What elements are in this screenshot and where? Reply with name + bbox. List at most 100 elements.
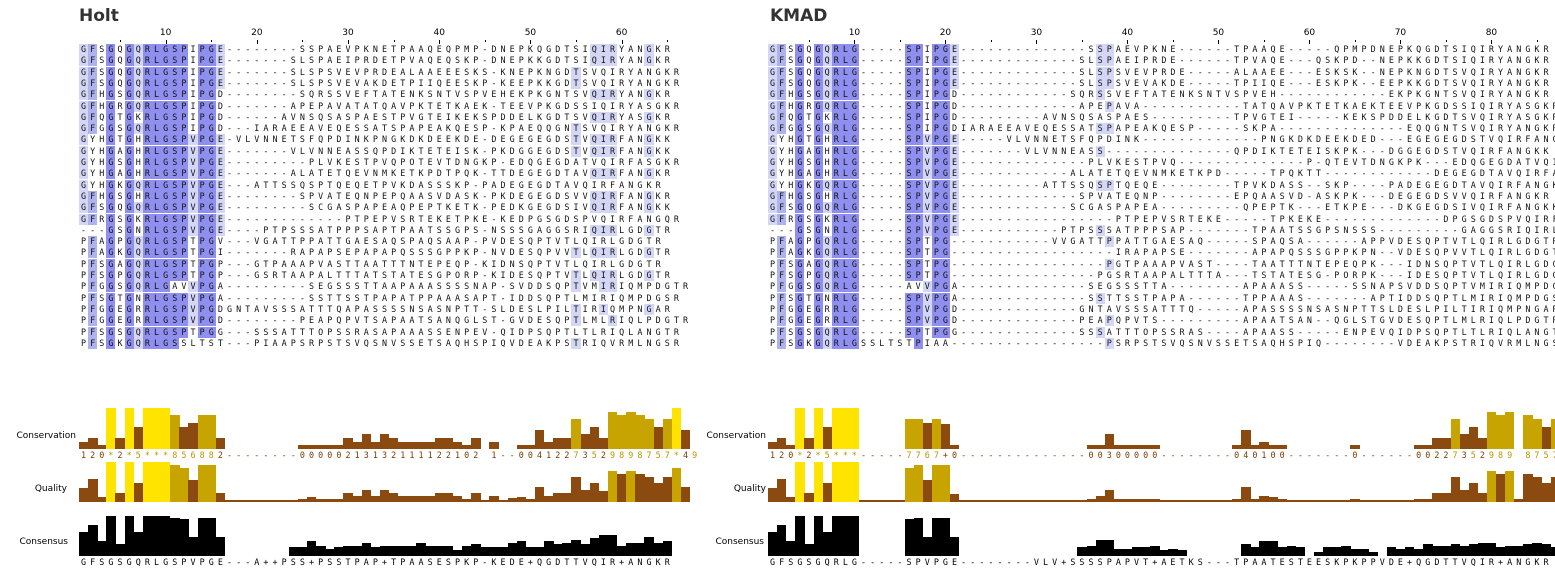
residue: V <box>354 337 360 348</box>
conservation-score: - <box>879 450 885 460</box>
residue: E <box>445 77 451 88</box>
quality-bar <box>644 477 654 502</box>
consensus-bar <box>1395 548 1406 556</box>
residue: T <box>391 89 397 100</box>
residue: P <box>509 123 515 134</box>
conservation-score: * <box>108 450 114 460</box>
conservation-score: 3 <box>582 450 588 460</box>
residue: A <box>400 270 406 280</box>
consensus-bar <box>786 541 796 556</box>
residue: Q <box>609 303 616 314</box>
residue: - <box>1225 258 1231 269</box>
residue: P <box>427 202 433 213</box>
residue: K <box>473 77 479 88</box>
residue: I <box>598 224 608 236</box>
conservation-score: - <box>500 450 506 460</box>
residue: H <box>788 145 794 156</box>
residue: P <box>1206 168 1212 179</box>
residue: G <box>1534 111 1540 122</box>
residue: G <box>1534 236 1540 247</box>
residue: A <box>1252 247 1258 258</box>
residue: - <box>1179 44 1185 54</box>
quality-bar <box>1496 474 1506 502</box>
residue: G <box>940 55 950 67</box>
residue: P <box>913 157 923 168</box>
conservation-score: - <box>245 450 251 460</box>
residue: - <box>961 292 967 303</box>
ruler-tick <box>393 40 395 42</box>
residue: - <box>1288 77 1294 88</box>
residue: R <box>1498 100 1504 111</box>
residue: F <box>777 89 787 101</box>
residue: N <box>372 168 378 179</box>
residue: R <box>831 89 841 101</box>
residue: S <box>409 337 415 348</box>
residue: T <box>1316 100 1322 111</box>
residue: - <box>1052 258 1058 269</box>
residue: - <box>1052 270 1058 280</box>
residue: - <box>272 77 278 88</box>
residue: - <box>482 55 488 66</box>
residue: F <box>88 55 98 67</box>
residue: G <box>1434 100 1440 111</box>
residue: - <box>226 326 232 337</box>
residue: - <box>997 168 1003 179</box>
